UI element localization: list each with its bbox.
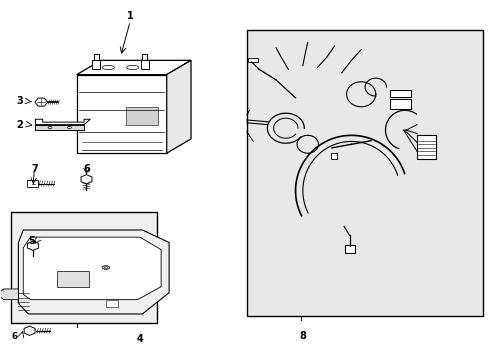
Bar: [416, 135, 435, 158]
Bar: [344, 246, 355, 253]
Text: 5: 5: [28, 236, 35, 246]
Ellipse shape: [126, 65, 139, 69]
Text: 8: 8: [299, 332, 305, 342]
Bar: [106, 300, 118, 307]
Bar: [92, 60, 100, 69]
Bar: [330, 153, 336, 159]
Polygon shape: [77, 75, 166, 153]
Polygon shape: [35, 125, 84, 130]
Bar: [389, 90, 410, 97]
Ellipse shape: [48, 126, 52, 129]
Bar: [57, 271, 89, 287]
Polygon shape: [166, 60, 191, 153]
Bar: [141, 60, 148, 69]
Bar: [27, 180, 38, 187]
Bar: [126, 107, 158, 125]
Polygon shape: [0, 289, 19, 300]
Ellipse shape: [67, 126, 71, 129]
Text: 2: 2: [17, 120, 23, 130]
Text: 6: 6: [12, 332, 18, 341]
Text: 3: 3: [17, 96, 23, 107]
Bar: [94, 54, 99, 60]
Text: 1: 1: [126, 11, 133, 21]
Polygon shape: [23, 237, 161, 300]
Bar: [389, 99, 410, 109]
Polygon shape: [35, 119, 90, 125]
Bar: [11, 212, 157, 323]
Bar: [248, 58, 258, 62]
Ellipse shape: [102, 65, 114, 69]
Polygon shape: [19, 230, 169, 314]
Text: 7: 7: [31, 164, 38, 174]
Text: 4: 4: [136, 334, 143, 344]
Ellipse shape: [102, 266, 109, 269]
Polygon shape: [77, 60, 191, 75]
Text: 6: 6: [83, 164, 90, 174]
Ellipse shape: [104, 267, 107, 269]
Bar: [142, 54, 147, 60]
Bar: [246, 30, 482, 316]
